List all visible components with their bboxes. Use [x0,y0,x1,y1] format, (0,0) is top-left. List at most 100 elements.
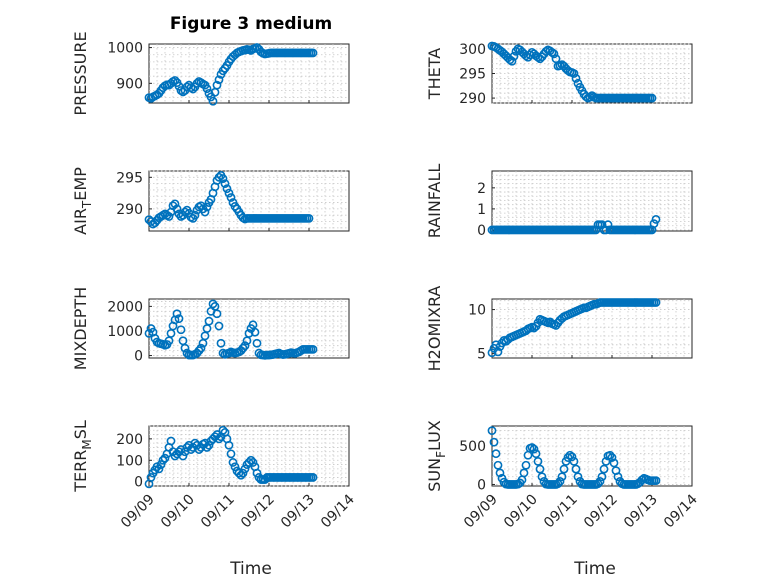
data-point [202,84,212,94]
data-point [172,204,182,214]
x-axis-label-left: Time [229,559,272,579]
series-terr_msl [144,425,318,489]
data-point [493,347,503,357]
data-point [549,49,559,59]
data-point [553,479,563,489]
data-point [609,458,619,468]
y-tick-label: 1000 [107,324,143,340]
data-point [220,179,230,189]
data-point [218,174,228,183]
data-point [238,343,248,353]
x-axis-label-right: Time [573,559,616,579]
data-point [234,468,244,478]
data-point [190,210,200,220]
data-point [252,468,262,478]
y-tick-label: 10 [468,303,486,319]
data-point [308,344,318,354]
y-axis-label: PRESSURE [71,31,90,115]
data-point [647,93,657,103]
data-point [250,327,260,337]
data-point [208,299,218,309]
y-tick-label: 200 [116,432,143,448]
y-tick-label: 100 [116,453,143,469]
data-point [214,75,224,85]
data-point [214,321,224,331]
data-point [160,453,170,463]
x-tick-label: 09/12 [238,492,278,532]
data-point [214,434,224,444]
y-axis-label: AIRTEMP [71,167,94,235]
data-point [180,207,190,217]
subplot-rainfall: 0 1 2 RAINFALL [425,164,693,239]
data-point [565,450,575,460]
data-point [240,341,250,351]
data-point [571,74,581,83]
data-point [192,78,202,88]
data-point [651,215,661,224]
data-point [224,188,234,198]
data-point [226,193,236,202]
data-point [180,343,190,353]
y-tick-label: 290 [459,91,486,107]
data-point [252,338,262,348]
y-tick-label: 295 [459,67,486,83]
data-point [218,425,228,435]
data-point [597,472,607,482]
data-point [208,96,218,106]
data-point [563,453,573,462]
data-point [200,207,210,217]
data-point [593,479,603,489]
data-point [613,472,623,482]
data-point [511,46,521,56]
data-point [637,475,647,485]
y-tick-label: 1000 [107,41,143,57]
data-point [521,460,531,470]
data-point [174,81,184,91]
y-axis-label: THETA [425,48,444,100]
data-point [212,80,222,90]
subplot-sun_flux: 09/09 09/10 09/11 09/12 09/13 09/14 0 500 SUNFLU… [425,420,701,531]
data-point [246,455,256,465]
series-theta [487,41,657,103]
axes-box [491,170,693,232]
data-point [547,47,557,57]
x-tick-label: 09/14 [661,491,701,531]
series-h2omixra [487,298,661,358]
series-pressure [144,43,318,106]
y-tick-label: 900 [116,76,143,92]
y-tick-label: 0 [477,223,486,239]
data-point [202,443,212,452]
data-point [601,456,611,466]
data-point [146,473,156,482]
subplot-theta: 290 295 300 THETA [425,41,693,107]
series-sun_flux [487,426,661,489]
x-tick-label: 09/12 [581,492,621,532]
y-tick-label: 2000 [107,299,143,315]
data-point [202,202,212,212]
x-tick-label: 09/10 [158,492,198,532]
data-point [178,451,188,461]
y-axis-label: RAINFALL [425,164,444,239]
data-point [216,338,226,348]
data-point [186,83,196,93]
data-point [569,69,579,78]
data-point [585,92,595,102]
data-point [224,440,234,450]
data-point [166,436,176,446]
y-axis-label: SUNFLUX [425,420,448,492]
x-tick-label: 09/11 [198,492,238,532]
subplot-terr_msl: 09/09 09/10 09/11 09/12 09/13 09/14 0 100 200 TER… [71,420,358,531]
data-point [541,46,551,56]
data-point [222,184,232,194]
data-point [158,455,168,465]
data-point [238,468,248,478]
y-tick-label: 300 [459,42,486,58]
y-axis-label: TERRMSL [71,420,94,493]
data-point [571,464,581,474]
y-tick-label: 1 [477,202,486,218]
data-point [531,449,541,459]
y-axis-label: H2OMIXRA [425,286,444,372]
data-point [537,472,547,482]
